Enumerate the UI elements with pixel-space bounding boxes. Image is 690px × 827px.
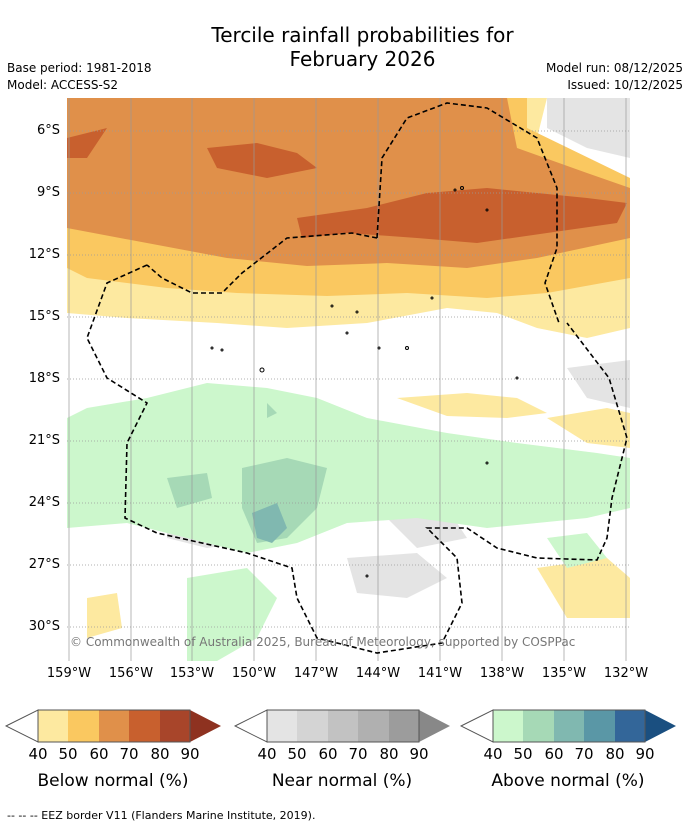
issued-date: Issued: 10/12/2025 — [567, 77, 683, 94]
lat-tick-30s: 30°S — [0, 619, 60, 634]
colorbar-above-swatch-80 — [615, 710, 645, 742]
lon-tick-159w: 159°W — [39, 666, 99, 681]
eez-legend-note: -- -- -- EEZ border V11 (Flanders Marine… — [7, 809, 315, 822]
colorbar-near-swatch-40 — [267, 710, 297, 742]
colorbar-below-swatch-80 — [160, 710, 190, 742]
colorbar-near-normal — [234, 709, 452, 745]
colorbar-near-tick-70: 70 — [343, 745, 373, 763]
lon-tick-147w: 147°W — [286, 666, 346, 681]
colorbar-below-tick-70: 70 — [114, 745, 144, 763]
lon-tick-141w: 141°W — [410, 666, 470, 681]
lat-tick-12s: 12°S — [0, 247, 60, 262]
colorbar-near-swatch-70 — [358, 710, 389, 742]
colorbar-above-tick-90: 90 — [630, 745, 660, 763]
colorbar-above-tick-80: 80 — [600, 745, 630, 763]
colorbar-below-tick-80: 80 — [145, 745, 175, 763]
colorbar-below-tick-50: 50 — [53, 745, 83, 763]
colorbar-below-tick-60: 60 — [84, 745, 114, 763]
colorbar-below-swatch-40 — [38, 710, 68, 742]
colorbar-above-swatch-60 — [554, 710, 584, 742]
lat-tick-6s: 6°S — [0, 123, 60, 138]
colorbar-below-tick-40: 40 — [23, 745, 53, 763]
colorbar-below-label: Below normal (%) — [18, 771, 208, 791]
colorbar-near-tick-90: 90 — [404, 745, 434, 763]
lon-tick-138w: 138°W — [472, 666, 532, 681]
lat-tick-15s: 15°S — [0, 309, 60, 324]
colorbar-above-swatch-50 — [523, 710, 554, 742]
lon-tick-153w: 153°W — [162, 666, 222, 681]
colorbar-above-low-triangle — [461, 710, 493, 742]
map-copyright: © Commonwealth of Australia 2025, Bureau… — [70, 635, 575, 649]
rainfall-probability-map: © Commonwealth of Australia 2025, Bureau… — [67, 98, 630, 661]
colorbar-below-low-triangle — [6, 710, 38, 742]
lat-tick-21s: 21°S — [0, 433, 60, 448]
lon-tick-144w: 144°W — [348, 666, 408, 681]
lon-tick-150w: 150°W — [224, 666, 284, 681]
model-name: Model: ACCESS-S2 — [7, 77, 118, 94]
colorbar-near-high-triangle — [419, 710, 450, 742]
colorbar-above-tick-60: 60 — [539, 745, 569, 763]
lat-tick-9s: 9°S — [0, 185, 60, 200]
base-period: Base period: 1981-2018 — [7, 60, 152, 77]
lon-tick-156w: 156°W — [101, 666, 161, 681]
colorbar-above-high-triangle — [645, 710, 676, 742]
colorbar-near-swatch-80 — [389, 710, 419, 742]
colorbar-near-tick-80: 80 — [374, 745, 404, 763]
colorbar-near-label: Near normal (%) — [247, 771, 437, 791]
colorbar-near-low-triangle — [235, 710, 267, 742]
colorbar-above-normal — [460, 709, 678, 745]
colorbar-below-swatch-50 — [68, 710, 99, 742]
model-run-date: Model run: 08/12/2025 — [546, 60, 683, 77]
colorbar-below-normal — [5, 709, 223, 745]
colorbar-below-tick-90: 90 — [175, 745, 205, 763]
colorbar-near-tick-40: 40 — [252, 745, 282, 763]
colorbar-near-swatch-50 — [297, 710, 328, 742]
lat-tick-24s: 24°S — [0, 495, 60, 510]
lat-tick-27s: 27°S — [0, 557, 60, 572]
colorbar-below-swatch-60 — [99, 710, 129, 742]
colorbar-above-swatch-70 — [584, 710, 615, 742]
colorbar-above-tick-40: 40 — [478, 745, 508, 763]
lon-tick-132w: 132°W — [596, 666, 656, 681]
colorbar-near-swatch-60 — [328, 710, 358, 742]
colorbar-above-tick-50: 50 — [508, 745, 538, 763]
lat-tick-18s: 18°S — [0, 371, 60, 386]
colorbar-above-swatch-40 — [493, 710, 523, 742]
colorbar-near-tick-50: 50 — [282, 745, 312, 763]
map-title-line-1: Tercile rainfall probabilities for — [0, 23, 690, 48]
colorbar-above-tick-70: 70 — [569, 745, 599, 763]
colorbar-above-label: Above normal (%) — [473, 771, 663, 791]
colorbar-below-swatch-70 — [129, 710, 160, 742]
lon-tick-135w: 135°W — [534, 666, 594, 681]
colorbar-below-high-triangle — [190, 710, 221, 742]
colorbar-near-tick-60: 60 — [313, 745, 343, 763]
